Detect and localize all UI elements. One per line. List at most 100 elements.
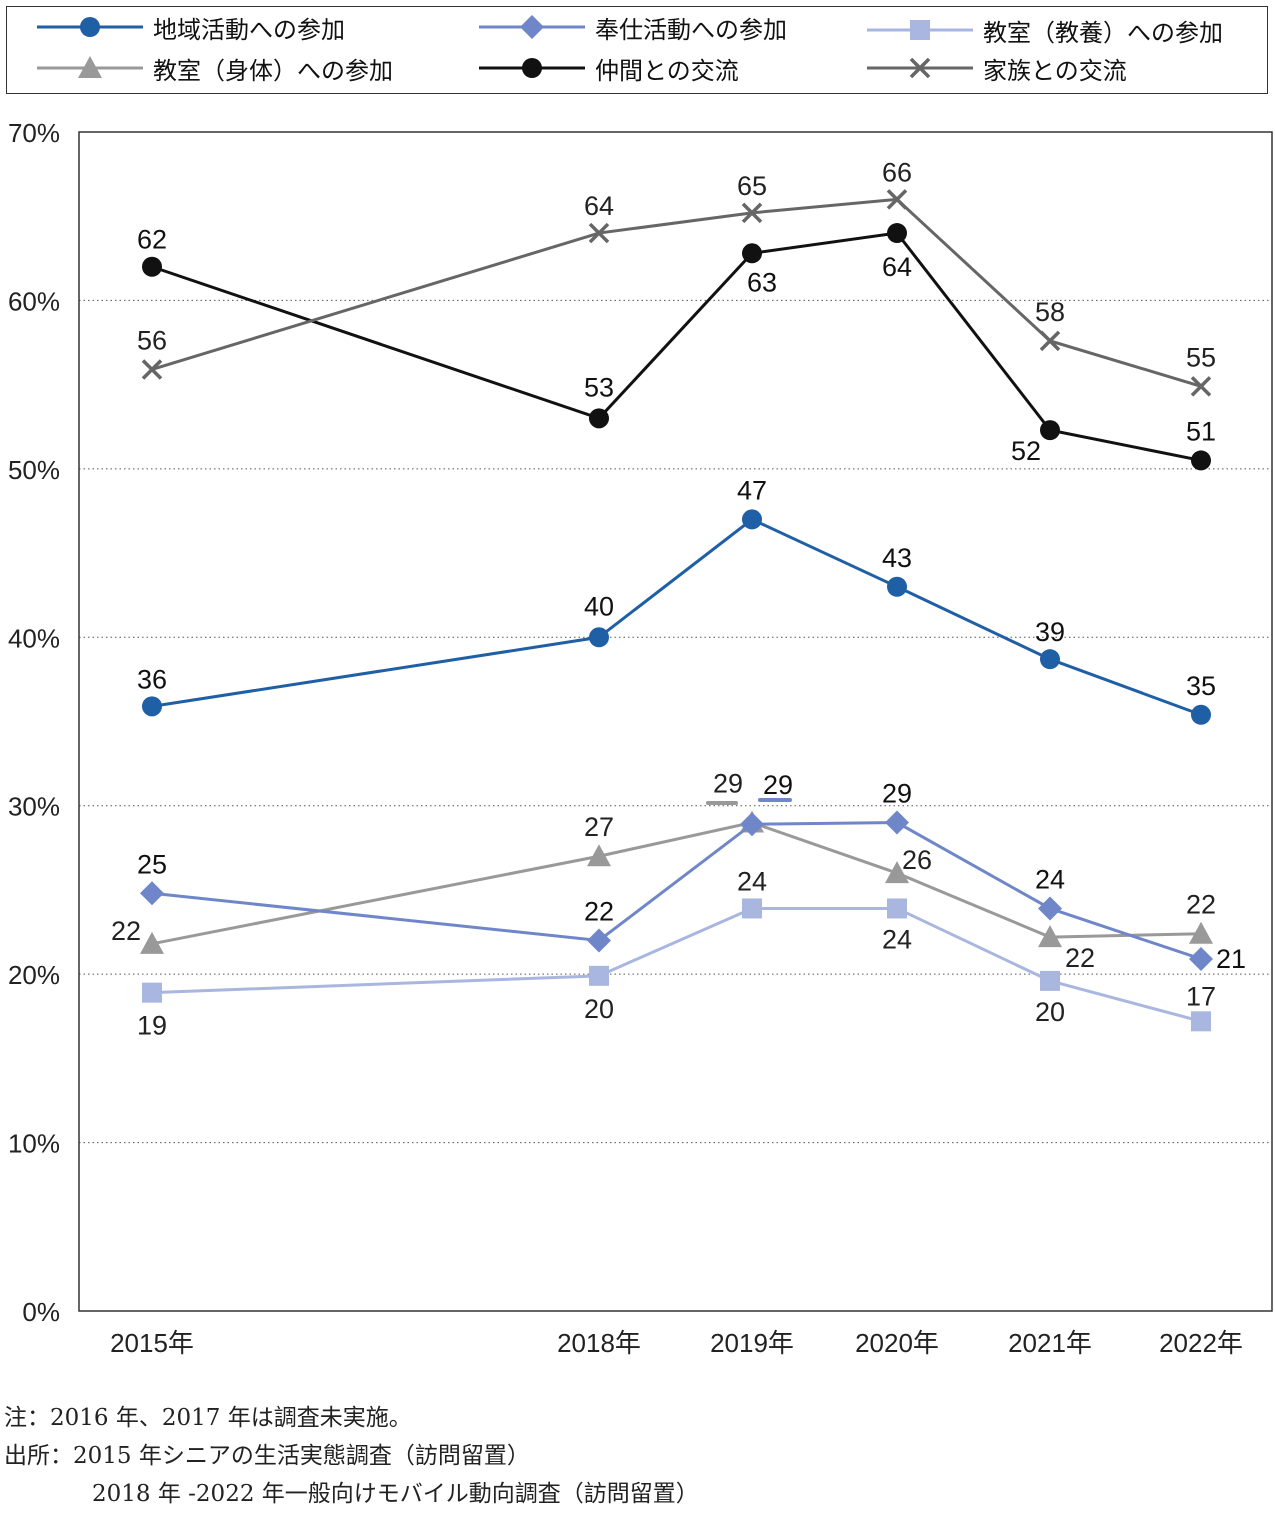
data-point (142, 256, 162, 277)
data-label: 43 (882, 543, 912, 573)
x-tick-label: 2020年 (855, 1328, 939, 1358)
data-point (887, 576, 907, 597)
x-tick-label: 2021年 (1008, 1328, 1092, 1358)
y-tick-label: 40% (8, 623, 60, 653)
data-label: 27 (584, 812, 614, 842)
data-label: 22 (584, 896, 614, 926)
legend-swatch (867, 20, 973, 40)
data-label: 24 (1035, 864, 1065, 894)
series-5 (142, 223, 1211, 471)
data-point (1038, 925, 1062, 948)
series-1 (142, 509, 1211, 725)
series-line (151, 821, 1202, 946)
data-point (587, 928, 611, 953)
data-label: 56 (137, 325, 167, 355)
legend-marker (522, 58, 542, 78)
data-label: 64 (882, 252, 912, 282)
series-line (151, 821, 1202, 961)
data-label: 36 (137, 664, 167, 694)
legend-label: 家族との交流 (983, 56, 1127, 85)
data-label: 24 (737, 866, 767, 896)
data-label: 22 (1065, 943, 1095, 973)
note-source-2015: 出所：2015 年シニアの生活実態調査（訪問留置） (4, 1443, 530, 1469)
data-label: 35 (1186, 671, 1216, 701)
data-label: 63 (747, 267, 777, 297)
data-point (740, 812, 764, 837)
data-point (588, 222, 610, 244)
legend-item: 仲間との交流 (477, 50, 739, 86)
data-label: 26 (902, 845, 932, 875)
data-label: 64 (584, 191, 614, 221)
y-tick-label: 0% (22, 1297, 60, 1327)
series-line (151, 231, 1202, 462)
series-line (151, 517, 1202, 717)
data-point (141, 359, 163, 380)
data-label: 51 (1186, 416, 1216, 446)
y-tick-label: 50% (8, 455, 60, 485)
legend-item: 教室（身体）への参加 (35, 50, 393, 86)
y-tick-label: 20% (8, 960, 60, 990)
data-point (589, 408, 609, 429)
series-6 (141, 189, 1212, 397)
line-chart: 0% 10% 20% 30% 40% 50% 60% 70% 2015年 2018年 2019年 20… (8, 118, 1273, 1358)
legend-label: 奉仕活動への参加 (595, 15, 787, 44)
data-label: 24 (882, 924, 912, 954)
data-point (741, 202, 763, 224)
data-label: 19 (137, 1011, 167, 1041)
data-point (142, 982, 162, 1003)
legend-marker (80, 17, 100, 37)
y-tick-label: 70% (8, 118, 60, 148)
data-label: 52 (1011, 436, 1041, 466)
x-tick-label: 2022年 (1159, 1328, 1243, 1358)
series-line (151, 906, 1202, 1023)
legend-marker (520, 15, 544, 39)
data-point (142, 696, 162, 717)
y-tick-label: 10% (8, 1129, 60, 1159)
data-label: 55 (1186, 342, 1216, 372)
data-label: 29 (713, 769, 743, 799)
data-label: 22 (1186, 890, 1216, 920)
y-tick-label: 30% (8, 792, 60, 822)
data-point (1189, 921, 1213, 944)
data-label: 29 (882, 779, 912, 809)
series-line (151, 197, 1202, 388)
legend-item: 教室（教養）への参加 (865, 12, 1223, 48)
data-label: 20 (1035, 997, 1065, 1027)
legend-swatch (479, 58, 585, 78)
data-point (887, 223, 907, 244)
legend-swatch (37, 17, 143, 37)
data-label: 53 (584, 372, 614, 402)
legend-swatch (479, 15, 585, 39)
legend-marker (78, 56, 102, 78)
data-point (140, 931, 164, 954)
legend-label: 教室（身体）への参加 (153, 56, 393, 85)
legend-label: 地域活動への参加 (153, 15, 345, 44)
plot-area-frame (78, 131, 1273, 1312)
legend-swatch (867, 57, 973, 79)
legend-item: 奉仕活動への参加 (477, 9, 787, 45)
data-point (1039, 330, 1061, 352)
data-point (1040, 649, 1060, 670)
data-label: 65 (737, 171, 767, 201)
data-point (1040, 970, 1060, 991)
data-point (885, 861, 909, 884)
data-label: 20 (584, 994, 614, 1024)
legend-swatch (37, 56, 143, 78)
data-point (887, 898, 907, 919)
x-tick-label: 2018年 (557, 1328, 641, 1358)
data-point (742, 509, 762, 530)
data-point (589, 965, 609, 986)
data-point (587, 844, 611, 867)
data-point (742, 898, 762, 919)
data-point (1191, 1011, 1211, 1032)
data-label: 62 (137, 225, 167, 255)
note-source-2018-2022: 2018 年 -2022 年一般向けモバイル動向調査（訪問留置） (92, 1481, 699, 1507)
legend-item: 家族との交流 (865, 50, 1127, 86)
legend: 地域活動への参加 奉仕活動への参加 教室（教養）への参加教室（身体）への参加 仲間との… (6, 6, 1268, 94)
data-point (886, 189, 908, 210)
data-point (589, 627, 609, 648)
data-point (742, 243, 762, 264)
data-point (1191, 450, 1211, 471)
series-3 (142, 898, 1211, 1032)
legend-label: 仲間との交流 (595, 56, 739, 85)
